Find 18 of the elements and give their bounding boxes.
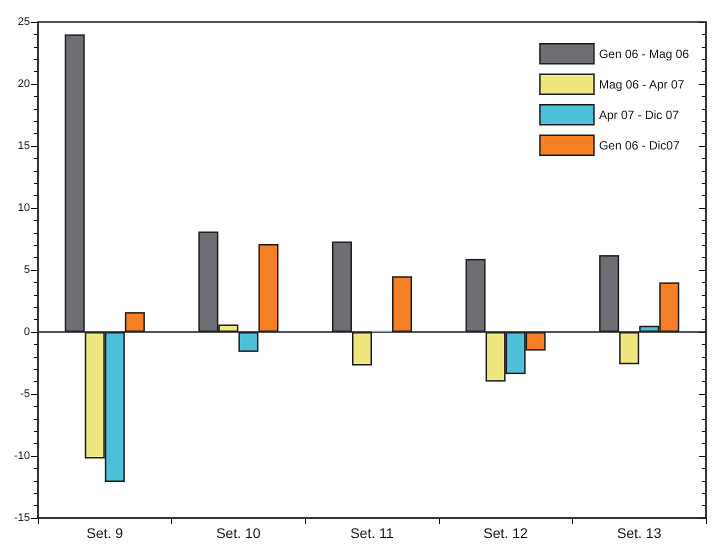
y-tick-label: -10 — [14, 450, 30, 462]
y-tick-label: 25 — [18, 16, 30, 28]
x-tick-label: Set. 12 — [483, 525, 528, 541]
y-tick-label: -15 — [14, 512, 30, 524]
x-tick-label: Set. 11 — [350, 525, 394, 541]
legend-label: Gen 06 - Mag 06 — [598, 46, 690, 61]
y-tick-label: 5 — [24, 264, 30, 276]
legend-label: Apr 07 - Dic 07 — [598, 108, 680, 122]
legend-label: Mag 06 - Apr 07 — [598, 77, 685, 92]
legend-label: Gen 06 - Dic07 — [598, 138, 680, 152]
y-tick-label: 15 — [18, 140, 30, 152]
y-tick-label: 0 — [24, 326, 30, 338]
x-tick-label: Set. 9 — [86, 525, 124, 541]
x-tick-label: Set. 13 — [617, 525, 662, 541]
y-tick-label: 20 — [18, 78, 30, 90]
x-tick-label: Set. 10 — [216, 525, 261, 541]
y-tick-label: 10 — [18, 202, 30, 214]
y-tick-label: -5 — [20, 388, 30, 400]
